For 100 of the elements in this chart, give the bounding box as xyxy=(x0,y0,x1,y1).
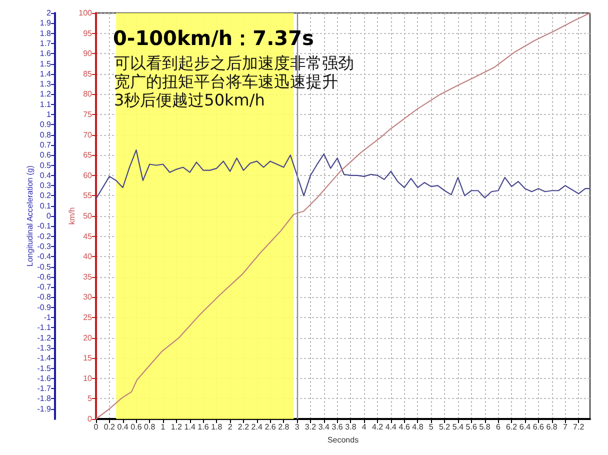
y2-tick-label: 5 xyxy=(88,394,93,404)
x-tick-label: 1.4 xyxy=(184,422,196,432)
y2-tick-label: 85 xyxy=(83,69,93,78)
x-tick-label: 3.6 xyxy=(332,422,344,432)
y2-tick-label: 100 xyxy=(78,8,93,18)
y2-tick-label: 90 xyxy=(83,49,93,58)
x-tick-label: 6.6 xyxy=(532,422,544,432)
y2-tick-label: 15 xyxy=(83,354,93,363)
x-tick-label: 3.8 xyxy=(345,422,357,432)
y2-axis-title: km/h xyxy=(68,207,76,225)
y2-tick-label: 40 xyxy=(83,252,93,262)
x-tick-label: 0.8 xyxy=(144,422,156,432)
y2-tick-label: 0 xyxy=(88,414,93,424)
y-tick-label: 0.3 xyxy=(40,181,52,190)
x-tick-label: 5.2 xyxy=(438,422,451,432)
y2-tick-label: 65 xyxy=(83,150,93,160)
y-tick-label: 0.2 xyxy=(40,191,52,200)
x-tick-label: 4 xyxy=(362,422,367,432)
x-tick-label: 3 xyxy=(294,422,300,432)
x-tick-label: 6.4 xyxy=(519,422,532,432)
y-tick-label: -0.6 xyxy=(37,272,52,282)
x-tick-label: 5.8 xyxy=(479,422,491,432)
x-tick-label: 1.8 xyxy=(211,422,223,432)
x-tick-label: 6.8 xyxy=(546,422,558,432)
y-tick-label: -0.1 xyxy=(37,222,52,231)
y-tick-label: 2 xyxy=(46,8,52,18)
y-tick-label: -0.2 xyxy=(37,232,52,241)
y2-tick-label: 50 xyxy=(83,212,93,220)
y-tick-label: -1.9 xyxy=(37,404,52,414)
y-tick-label: -1.2 xyxy=(37,333,52,342)
y-tick-label: -0.4 xyxy=(37,252,52,262)
y2-tick-label: 45 xyxy=(83,232,93,241)
y-tick-label: 0.9 xyxy=(40,120,52,130)
y2-tick-label: 20 xyxy=(83,333,93,342)
y-tick-label: 0 xyxy=(46,212,52,220)
x-tick-label: 5.6 xyxy=(466,422,478,432)
x-axis-title: Seconds xyxy=(327,435,359,444)
y-tick-label: -0.8 xyxy=(37,292,52,302)
y-axis-title: Longitudinal Acceleration (g) xyxy=(26,165,34,266)
y-tick-label: 0.6 xyxy=(40,150,52,160)
y-tick-label: 0.8 xyxy=(40,130,52,140)
y-tick-label: -0.7 xyxy=(37,282,52,292)
y-tick-label: -1.3 xyxy=(37,343,52,352)
x-tick-label: 2.2 xyxy=(238,422,250,432)
x-tick-label: 0.2 xyxy=(104,422,116,432)
x-tick-label: 1.2 xyxy=(170,422,183,432)
y-tick-label: -1.1 xyxy=(37,323,52,332)
x-tick-label: 4.2 xyxy=(372,422,384,432)
x-tick-label: 0.6 xyxy=(130,422,142,432)
y2-tick-label: 95 xyxy=(83,28,93,38)
y-tick-label: -0.5 xyxy=(37,262,52,272)
x-tick-label: 0 xyxy=(94,422,99,432)
x-tick-label: 2.6 xyxy=(264,422,276,432)
line-series xyxy=(95,12,591,420)
y-tick-label: 1.4 xyxy=(40,69,52,78)
y-tick-label: 1.6 xyxy=(40,49,52,58)
y-tick-label: 0.4 xyxy=(40,170,52,180)
y-tick-label: -0.3 xyxy=(37,242,52,251)
y-tick-label: 1.5 xyxy=(40,59,52,68)
y2-tick-label: 10 xyxy=(83,374,93,383)
y2-tick-label: 75 xyxy=(83,110,93,119)
y2-tick-label: 55 xyxy=(83,191,93,200)
y-tick-label: 1.2 xyxy=(40,90,52,99)
x-tick-label: 4.6 xyxy=(398,422,410,432)
x-tick-label: 7.2 xyxy=(573,422,585,432)
y-tick-label: 1.8 xyxy=(40,28,52,38)
x-tick-label: 2.8 xyxy=(278,422,290,432)
x-tick-label: 2 xyxy=(228,422,233,432)
y-tick-label: 1 xyxy=(46,110,52,119)
y-tick-label: -1.7 xyxy=(37,384,52,394)
x-tick-label: 1 xyxy=(160,422,166,432)
x-tick-label: 4.4 xyxy=(385,422,398,432)
y-tick-label: 1.3 xyxy=(40,80,52,89)
y2-tick-label: 60 xyxy=(83,170,93,180)
x-tick-label: 3.4 xyxy=(318,422,330,432)
y-tick-label: -1.8 xyxy=(37,394,52,404)
y2-tick-label: 35 xyxy=(83,272,93,282)
x-tick-label: 6.2 xyxy=(506,422,518,432)
y-tick-label: 0.7 xyxy=(40,140,52,150)
y2-tick-label: 80 xyxy=(83,90,93,99)
y-tick-label: -1.6 xyxy=(37,374,52,383)
y-tick-label: 1.9 xyxy=(40,18,52,28)
y-tick-label: -0.9 xyxy=(37,302,52,312)
y2-tick-label: 25 xyxy=(83,313,93,322)
x-tick-label: 5 xyxy=(428,422,434,432)
x-tick-label: 3.2 xyxy=(304,422,317,432)
x-tick-label: 7 xyxy=(562,422,568,432)
x-tick-label: 1.6 xyxy=(198,422,210,432)
x-tick-label: 0.4 xyxy=(117,422,129,432)
x-tick-label: 4.8 xyxy=(412,422,424,432)
x-tick-label: 6 xyxy=(496,422,501,432)
y-tick-label: -1.5 xyxy=(37,364,52,373)
y-tick-label: 1.1 xyxy=(40,100,52,109)
y-tick-label: -1.4 xyxy=(37,354,52,363)
y-tick-label: 1.7 xyxy=(40,38,52,48)
line-series xyxy=(95,149,591,200)
y2-tick-label: 70 xyxy=(83,130,93,140)
y-tick-label: -1 xyxy=(44,313,52,322)
y-tick-label: 0.1 xyxy=(40,201,52,210)
x-tick-label: 5.4 xyxy=(452,422,464,432)
